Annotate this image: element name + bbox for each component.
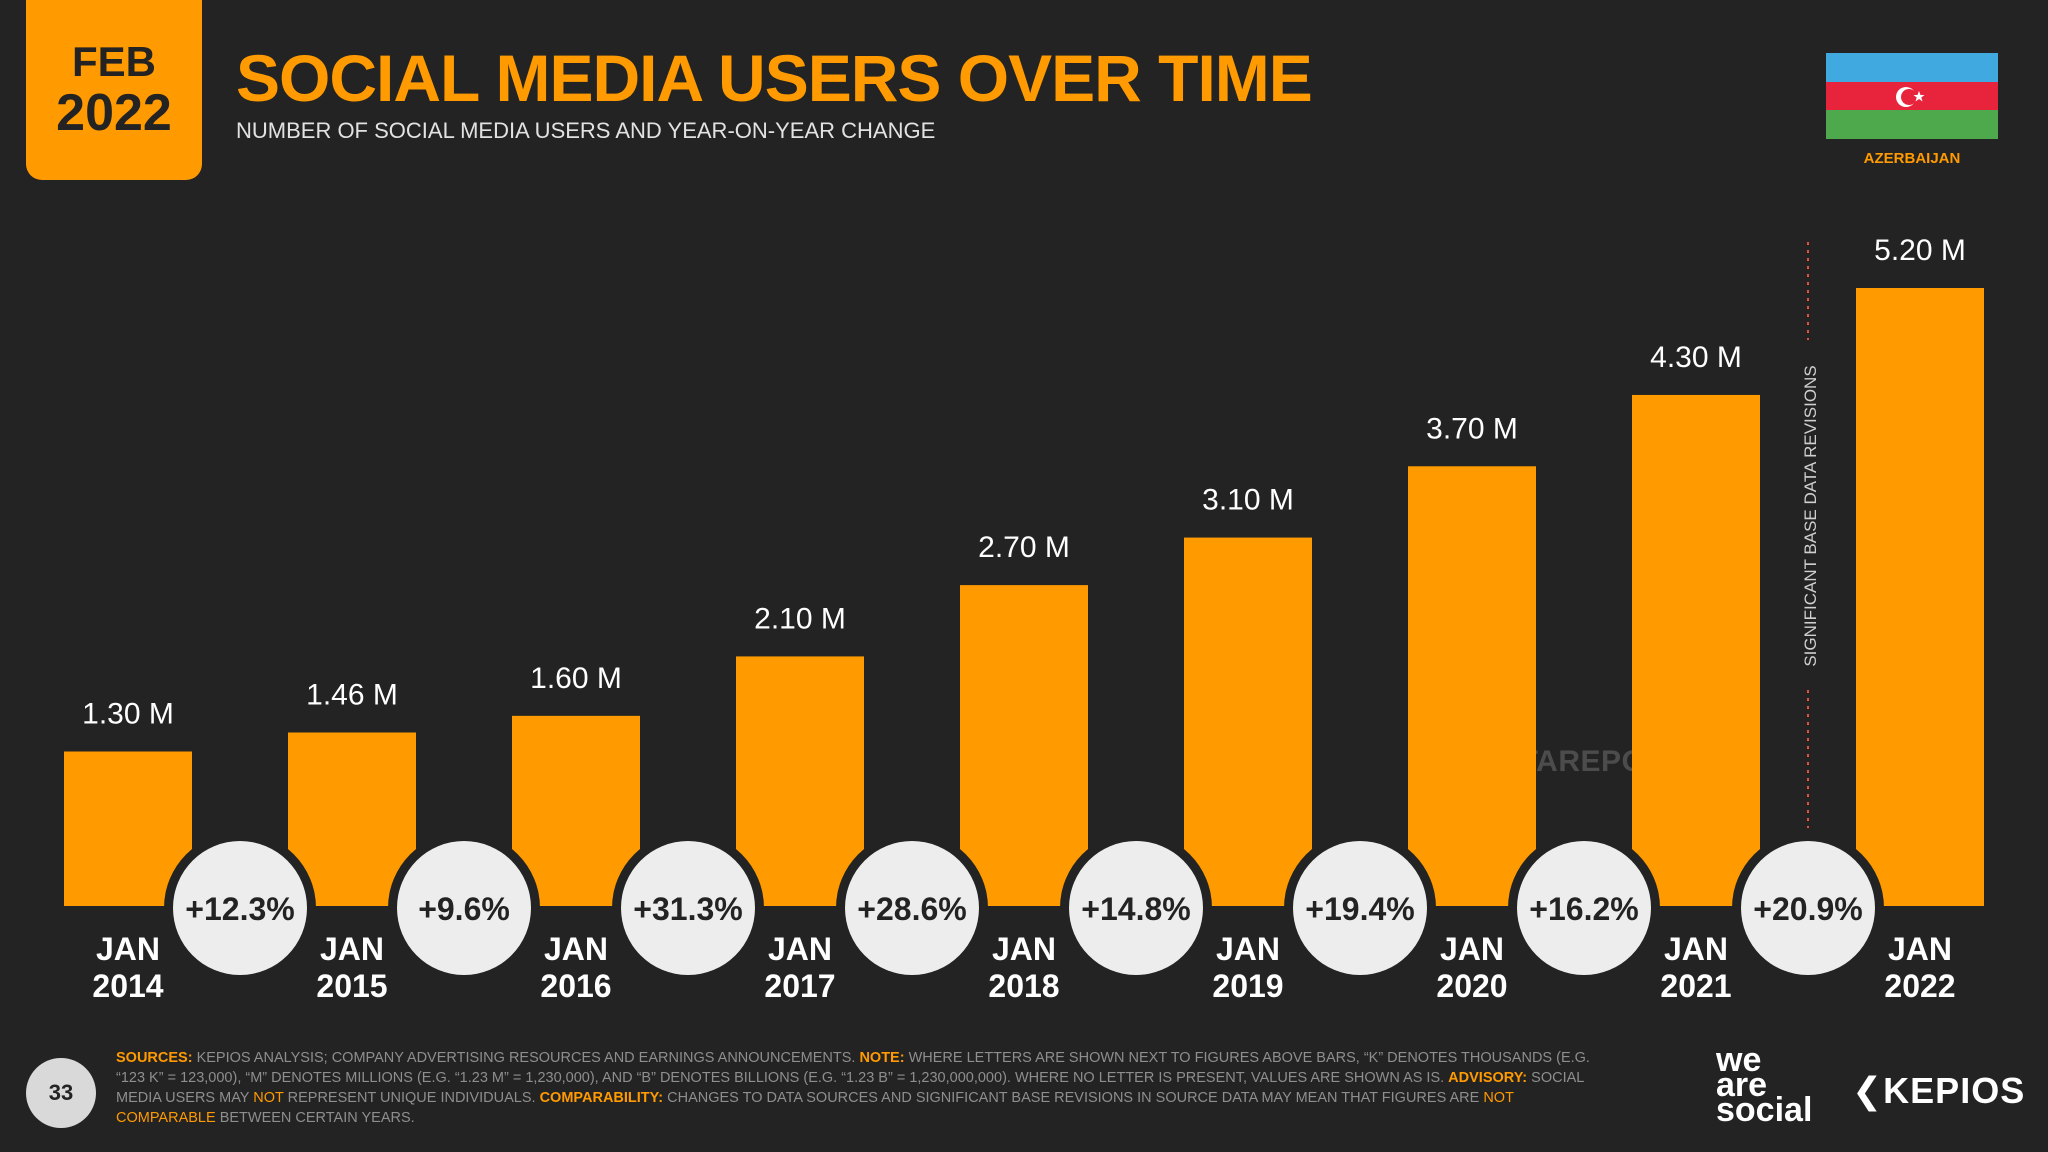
bar-2022 — [1856, 288, 1984, 906]
yoy-circle-3 — [845, 841, 979, 975]
yoy-label-1: +9.6% — [418, 891, 510, 927]
comparability-label: COMPARABILITY: — [539, 1090, 664, 1106]
comparability-not: NOT COMPARABLE — [116, 1090, 1514, 1126]
logo-are: are — [1716, 1066, 1768, 1104]
footer-notes: SOURCES: KEPIOS ANALYSIS; COMPANY ADVERT… — [116, 1048, 1596, 1128]
yoy-circle-2 — [621, 841, 755, 975]
revision-note: SIGNIFICANT BASE DATA REVISIONS — [1801, 365, 1820, 666]
kepios-logo: ❮KEPIOS — [1852, 1070, 2025, 1112]
x-tick-month-2015: JAN — [320, 931, 384, 967]
kepios-text: KEPIOS — [1883, 1070, 2026, 1111]
sources-label: SOURCES: — [116, 1050, 193, 1066]
date-badge: FEB 2022 — [26, 0, 202, 180]
value-label-2019: 3.10 M — [1202, 484, 1294, 517]
value-label-2022: 5.20 M — [1874, 234, 1966, 267]
value-label-2017: 2.10 M — [754, 602, 846, 635]
x-tick-month-2018: JAN — [992, 931, 1056, 967]
value-label-2014: 1.30 M — [82, 698, 174, 731]
logo-social: social — [1716, 1091, 1813, 1129]
bar-2017 — [736, 656, 864, 906]
yoy-label-4: +14.8% — [1081, 891, 1190, 927]
yoy-label-3: +28.6% — [857, 891, 966, 927]
bar-2018 — [960, 585, 1088, 906]
x-tick-year-2018: 2018 — [988, 968, 1059, 1004]
x-tick-month-2022: JAN — [1888, 931, 1952, 967]
yoy-circle-7 — [1741, 841, 1875, 975]
yoy-circle-5 — [1293, 841, 1427, 975]
x-tick-year-2014: 2014 — [92, 968, 163, 1004]
yoy-circle-4 — [1069, 841, 1203, 975]
crescent-cut — [1901, 88, 1917, 105]
x-tick-year-2017: 2017 — [764, 968, 835, 1004]
yoy-label-0: +12.3% — [185, 891, 294, 927]
x-tick-year-2021: 2021 — [1660, 968, 1731, 1004]
page-subtitle: NUMBER OF SOCIAL MEDIA USERS AND YEAR-ON… — [236, 118, 936, 143]
bar-2019 — [1184, 537, 1312, 906]
yoy-circle-0 — [173, 841, 307, 975]
bar-2016 — [512, 715, 640, 906]
x-tick-year-2015: 2015 — [316, 968, 387, 1004]
crescent-star-icon — [1896, 86, 1925, 107]
kepios-k-icon: ❮ — [1852, 1070, 1884, 1111]
x-tick-month-2017: JAN — [768, 931, 832, 967]
yoy-label-2: +31.3% — [633, 891, 742, 927]
x-tick-month-2021: JAN — [1664, 931, 1728, 967]
x-tick-month-2019: JAN — [1216, 931, 1280, 967]
flag-band-top — [1826, 53, 1998, 82]
note-text: WHERE LETTERS ARE SHOWN NEXT TO FIGURES … — [116, 1050, 1590, 1086]
x-tick-year-2020: 2020 — [1436, 968, 1507, 1004]
date-year: 2022 — [56, 84, 172, 142]
advisory-not: NOT — [253, 1090, 284, 1106]
yoy-circle-6 — [1517, 841, 1651, 975]
x-tick-month-2016: JAN — [544, 931, 608, 967]
x-tick-year-2016: 2016 — [540, 968, 611, 1004]
comparability-text: CHANGES TO DATA SOURCES AND SIGNIFICANT … — [667, 1090, 1480, 1106]
date-month: FEB — [72, 38, 156, 85]
value-label-2021: 4.30 M — [1650, 341, 1742, 374]
bar-2021 — [1632, 394, 1760, 906]
x-tick-month-2014: JAN — [96, 931, 160, 967]
advisory-label: ADVISORY: — [1448, 1070, 1528, 1086]
bar-2020 — [1408, 466, 1536, 906]
x-tick-year-2022: 2022 — [1884, 968, 1955, 1004]
value-label-2015: 1.46 M — [306, 678, 398, 711]
advisory-text-1: SOCIAL MEDIA USERS MAY — [116, 1070, 1584, 1106]
flag-band-middle — [1826, 81, 1998, 111]
we-are-social-logo: we are social — [1716, 1041, 1813, 1129]
value-label-2020: 3.70 M — [1426, 412, 1518, 445]
yoy-circle-1 — [397, 841, 531, 975]
value-label-2018: 2.70 M — [978, 531, 1070, 564]
x-tick-month-2020: JAN — [1440, 931, 1504, 967]
note-label: NOTE: — [859, 1050, 905, 1066]
sources-text: KEPIOS ANALYSIS; COMPANY ADVERTISING RES… — [196, 1050, 856, 1066]
logo-we: we — [1716, 1041, 1762, 1079]
advisory-text-2: REPRESENT UNIQUE INDIVIDUALS. — [287, 1090, 536, 1106]
yoy-label-6: +16.2% — [1529, 891, 1638, 927]
yoy-label-7: +20.9% — [1753, 891, 1862, 927]
azerbaijan-flag-icon — [1826, 53, 1998, 140]
x-tick-year-2019: 2019 — [1212, 968, 1283, 1004]
page-title: SOCIAL MEDIA USERS OVER TIME — [236, 41, 1313, 115]
flag-band-bottom — [1826, 110, 1998, 140]
comparability-end: BETWEEN CERTAIN YEARS. — [219, 1110, 415, 1126]
page-number: 33 — [26, 1058, 96, 1128]
value-label-2016: 1.60 M — [530, 662, 622, 695]
country-label: AZERBAIJAN — [1863, 150, 1961, 167]
yoy-label-5: +19.4% — [1305, 891, 1414, 927]
